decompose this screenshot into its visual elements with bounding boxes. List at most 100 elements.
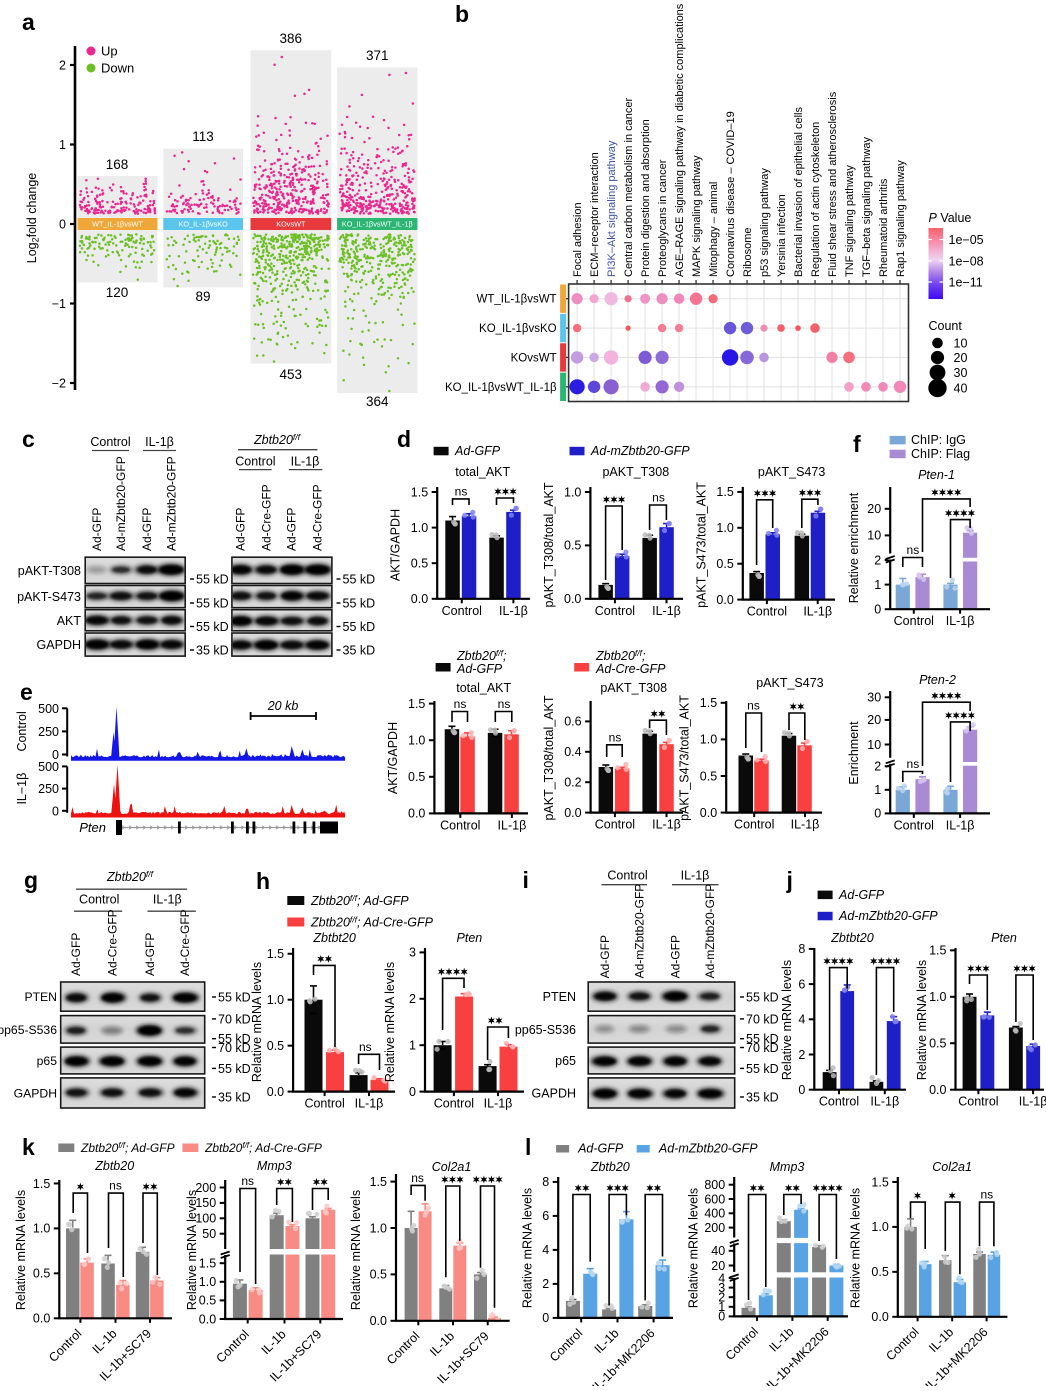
svg-text:0.5: 0.5 xyxy=(700,769,717,783)
svg-text:Pten: Pten xyxy=(457,931,483,945)
svg-text:IL-1β: IL-1β xyxy=(153,893,182,907)
svg-text:Control: Control xyxy=(79,893,119,907)
svg-text:d: d xyxy=(397,426,411,452)
svg-text:1.0: 1.0 xyxy=(408,734,425,748)
svg-text:Zbtb20f/f; Ad-GFP: Zbtb20f/f; Ad-GFP xyxy=(310,893,409,908)
svg-text:55 kD: 55 kD xyxy=(343,597,376,611)
svg-text:Ad-GFP: Ad-GFP xyxy=(669,935,683,978)
svg-text:pAKT_S473/total_AKT: pAKT_S473/total_AKT xyxy=(694,482,708,608)
svg-text:89: 89 xyxy=(195,289,210,304)
svg-text:Ad-GFP: Ad-GFP xyxy=(598,935,612,978)
svg-text:PTEN: PTEN xyxy=(543,990,576,1004)
svg-text:0.0: 0.0 xyxy=(716,593,733,607)
svg-text:Col2a1: Col2a1 xyxy=(932,1160,972,1174)
svg-text:Ad-Cre-GFP: Ad-Cre-GFP xyxy=(311,484,325,551)
svg-text:55 kD: 55 kD xyxy=(196,597,229,611)
svg-text:100: 100 xyxy=(195,1212,216,1226)
svg-text:pAKT_T308: pAKT_T308 xyxy=(600,681,667,695)
svg-text:1.5: 1.5 xyxy=(716,485,733,499)
svg-text:pAKT-S473: pAKT-S473 xyxy=(17,590,81,604)
svg-text:ns: ns xyxy=(411,1171,424,1185)
svg-text:total_AKT: total_AKT xyxy=(455,465,510,479)
svg-text:Regulation of actin cytoskelet: Regulation of actin cytoskeleton xyxy=(810,122,822,277)
svg-text:Control: Control xyxy=(15,711,29,751)
svg-text:0: 0 xyxy=(59,218,66,232)
svg-text:1.5: 1.5 xyxy=(929,944,946,958)
svg-text:IL-1β: IL-1β xyxy=(652,818,681,832)
svg-text:1.5: 1.5 xyxy=(700,696,717,710)
svg-text:2: 2 xyxy=(542,1277,549,1291)
svg-text:1.5: 1.5 xyxy=(199,1257,216,1271)
svg-text:120: 120 xyxy=(106,285,129,300)
svg-text:0.5: 0.5 xyxy=(199,1294,216,1308)
svg-text:ns: ns xyxy=(454,697,467,711)
svg-text:WT_IL-1βvsWT: WT_IL-1βvsWT xyxy=(92,220,143,229)
svg-text:200: 200 xyxy=(704,1221,725,1235)
svg-text:40: 40 xyxy=(954,382,968,396)
svg-text:55 kD: 55 kD xyxy=(746,1062,779,1076)
svg-text:l: l xyxy=(525,1134,531,1160)
svg-text:20: 20 xyxy=(954,351,968,365)
svg-text:Rheumatoid arthritis: Rheumatoid arthritis xyxy=(878,178,890,277)
svg-text:2: 2 xyxy=(798,1048,805,1062)
svg-text:35 kD: 35 kD xyxy=(343,644,376,658)
svg-text:P Value: P Value xyxy=(929,211,972,225)
svg-text:Pten: Pten xyxy=(79,820,106,835)
svg-text:0.0: 0.0 xyxy=(871,1310,888,1324)
svg-text:TGF–beta signaling pathway: TGF–beta signaling pathway xyxy=(861,136,873,277)
svg-text:200: 200 xyxy=(195,1181,216,1195)
svg-text:1e−05: 1e−05 xyxy=(949,233,984,247)
svg-text:ns: ns xyxy=(359,1040,372,1054)
svg-text:50: 50 xyxy=(202,1227,216,1241)
svg-text:IL-1β: IL-1β xyxy=(145,435,174,449)
svg-text:ChIP: IgG: ChIP: IgG xyxy=(911,433,966,447)
svg-text:Col2a1: Col2a1 xyxy=(432,1160,472,1174)
svg-text:800: 800 xyxy=(704,1178,725,1192)
svg-text:Zbtb20: Zbtb20 xyxy=(590,1160,630,1174)
svg-text:IL-1β: IL-1β xyxy=(499,604,528,618)
svg-text:j: j xyxy=(786,867,793,893)
svg-text:1.0: 1.0 xyxy=(411,521,428,535)
svg-text:Zbtb20f/f;: Zbtb20f/f; xyxy=(456,648,507,663)
svg-text:Ad-GFP: Ad-GFP xyxy=(577,1142,624,1156)
svg-text:2: 2 xyxy=(718,1291,725,1305)
svg-text:1.5: 1.5 xyxy=(871,1175,888,1189)
svg-text:10: 10 xyxy=(867,738,881,752)
svg-text:Ad-GFP: Ad-GFP xyxy=(454,444,501,458)
svg-text:Mitophagy – animal: Mitophagy – animal xyxy=(708,182,720,277)
svg-text:1.0: 1.0 xyxy=(370,1221,387,1235)
svg-text:Coronavirus disease – COVID–19: Coronavirus disease – COVID–19 xyxy=(725,111,737,277)
svg-text:0.0: 0.0 xyxy=(370,1314,387,1328)
svg-text:0.0: 0.0 xyxy=(267,1085,284,1099)
svg-text:i: i xyxy=(523,867,529,893)
svg-text:1e−11: 1e−11 xyxy=(949,276,983,290)
svg-text:Enrichment: Enrichment xyxy=(847,721,861,785)
svg-text:6: 6 xyxy=(542,1209,549,1223)
svg-text:Pten: Pten xyxy=(991,931,1017,945)
svg-text:Ad-mZbtb20-GFP: Ad-mZbtb20-GFP xyxy=(114,456,128,551)
svg-text:Ad-GFP: Ad-GFP xyxy=(69,933,83,976)
svg-text:GAPDH: GAPDH xyxy=(14,1086,57,1100)
svg-text:1: 1 xyxy=(409,1039,416,1053)
svg-text:Central carbon metabolism in c: Central carbon metabolism in cancer xyxy=(623,98,635,277)
svg-text:4: 4 xyxy=(542,1243,549,1257)
svg-text:0.0: 0.0 xyxy=(411,592,428,606)
svg-text:Ad-GFP: Ad-GFP xyxy=(285,508,299,551)
svg-text:Relative mRNA levels: Relative mRNA levels xyxy=(185,1190,199,1310)
svg-text:Ribosome: Ribosome xyxy=(742,227,754,277)
svg-text:c: c xyxy=(22,426,35,452)
svg-text:b: b xyxy=(455,1,469,27)
svg-text:600: 600 xyxy=(704,1192,725,1206)
svg-text:1.0: 1.0 xyxy=(33,1222,50,1236)
svg-text:0: 0 xyxy=(542,1311,549,1325)
svg-text:0: 0 xyxy=(52,804,59,818)
svg-text:Ad-Cre-GFP: Ad-Cre-GFP xyxy=(178,909,192,976)
svg-text:total_AKT: total_AKT xyxy=(456,681,511,695)
svg-text:40: 40 xyxy=(711,1244,725,1258)
svg-text:Ad-Cre-GFP: Ad-Cre-GFP xyxy=(595,662,666,676)
svg-text:0.2: 0.2 xyxy=(564,776,581,790)
svg-text:ns: ns xyxy=(498,697,511,711)
svg-text:Relative mRNA levels: Relative mRNA levels xyxy=(14,1190,28,1310)
svg-text:Zbtb20f/f: Zbtb20f/f xyxy=(253,432,302,447)
svg-text:453: 453 xyxy=(280,367,303,382)
